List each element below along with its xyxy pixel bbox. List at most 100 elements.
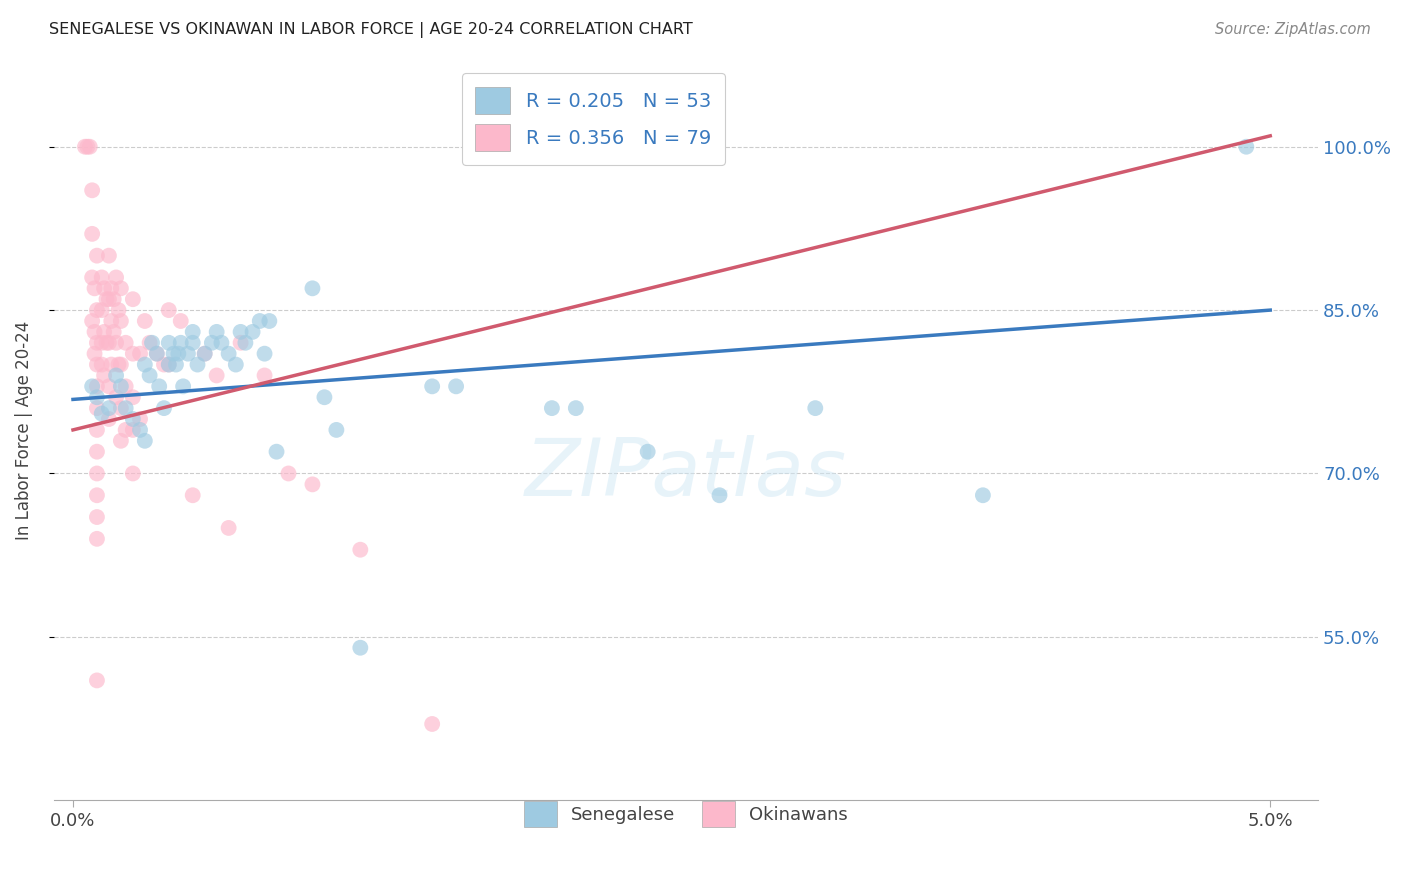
- Point: [201, 335, 224, 350]
- Point: [141, 335, 163, 350]
- Point: [253, 368, 276, 383]
- Point: [86, 379, 108, 393]
- Point: [242, 325, 264, 339]
- Point: [97, 249, 120, 263]
- Point: [162, 346, 184, 360]
- Point: [170, 314, 193, 328]
- Point: [181, 325, 204, 339]
- Point: [100, 314, 122, 328]
- Point: [235, 335, 257, 350]
- Point: [107, 303, 129, 318]
- Point: [259, 314, 281, 328]
- Point: [110, 401, 132, 416]
- Text: SENEGALESE VS OKINAWAN IN LABOR FORCE | AGE 20-24 CORRELATION CHART: SENEGALESE VS OKINAWAN IN LABOR FORCE | …: [49, 22, 693, 38]
- Point: [97, 379, 120, 393]
- Point: [82, 270, 104, 285]
- Point: [134, 314, 156, 328]
- Point: [114, 379, 136, 393]
- Point: [211, 335, 233, 350]
- Point: [97, 335, 120, 350]
- Point: [73, 139, 96, 153]
- Point: [277, 467, 299, 481]
- Point: [314, 390, 336, 404]
- Point: [157, 358, 180, 372]
- Point: [420, 379, 443, 393]
- Point: [90, 303, 112, 318]
- Text: Source: ZipAtlas.com: Source: ZipAtlas.com: [1215, 22, 1371, 37]
- Point: [148, 379, 170, 393]
- Point: [105, 270, 128, 285]
- Point: [114, 335, 136, 350]
- Point: [121, 467, 143, 481]
- Point: [129, 412, 152, 426]
- Point: [97, 412, 120, 426]
- Point: [205, 368, 228, 383]
- Point: [349, 640, 371, 655]
- Point: [167, 346, 190, 360]
- Point: [93, 281, 115, 295]
- Point: [134, 434, 156, 448]
- Point: [194, 346, 217, 360]
- Point: [90, 407, 112, 421]
- Point: [194, 346, 217, 360]
- Point: [444, 379, 467, 393]
- Point: [301, 281, 323, 295]
- Point: [229, 335, 252, 350]
- Point: [103, 325, 125, 339]
- Point: [253, 346, 276, 360]
- Point: [76, 139, 98, 153]
- Point: [110, 281, 132, 295]
- Point: [172, 379, 194, 393]
- Point: [97, 292, 120, 306]
- Point: [93, 368, 115, 383]
- Point: [105, 390, 128, 404]
- Point: [121, 412, 143, 426]
- Point: [177, 346, 200, 360]
- Point: [114, 423, 136, 437]
- Point: [86, 335, 108, 350]
- Point: [205, 325, 228, 339]
- Point: [114, 401, 136, 416]
- Point: [83, 346, 105, 360]
- Point: [157, 303, 180, 318]
- Point: [121, 292, 143, 306]
- Point: [181, 488, 204, 502]
- Point: [86, 467, 108, 481]
- Point: [110, 434, 132, 448]
- Point: [301, 477, 323, 491]
- Point: [218, 346, 240, 360]
- Point: [157, 335, 180, 350]
- Point: [83, 281, 105, 295]
- Point: [96, 292, 118, 306]
- Point: [121, 346, 143, 360]
- Point: [105, 368, 128, 383]
- Text: ZIPatlas: ZIPatlas: [524, 435, 846, 513]
- Point: [100, 281, 122, 295]
- Point: [86, 532, 108, 546]
- Point: [86, 423, 108, 437]
- Point: [1234, 139, 1257, 153]
- Point: [420, 717, 443, 731]
- Point: [181, 335, 204, 350]
- Point: [110, 314, 132, 328]
- Point: [637, 444, 659, 458]
- Point: [110, 379, 132, 393]
- Point: [249, 314, 271, 328]
- Point: [86, 249, 108, 263]
- Point: [153, 401, 176, 416]
- Point: [86, 358, 108, 372]
- Point: [225, 358, 247, 372]
- Point: [218, 521, 240, 535]
- Point: [82, 379, 104, 393]
- Point: [186, 358, 208, 372]
- Point: [82, 314, 104, 328]
- Point: [90, 358, 112, 372]
- Point: [82, 183, 104, 197]
- Point: [79, 139, 101, 153]
- Point: [105, 335, 128, 350]
- Point: [165, 358, 187, 372]
- Point: [90, 335, 112, 350]
- Point: [138, 335, 160, 350]
- Point: [100, 358, 122, 372]
- Point: [565, 401, 588, 416]
